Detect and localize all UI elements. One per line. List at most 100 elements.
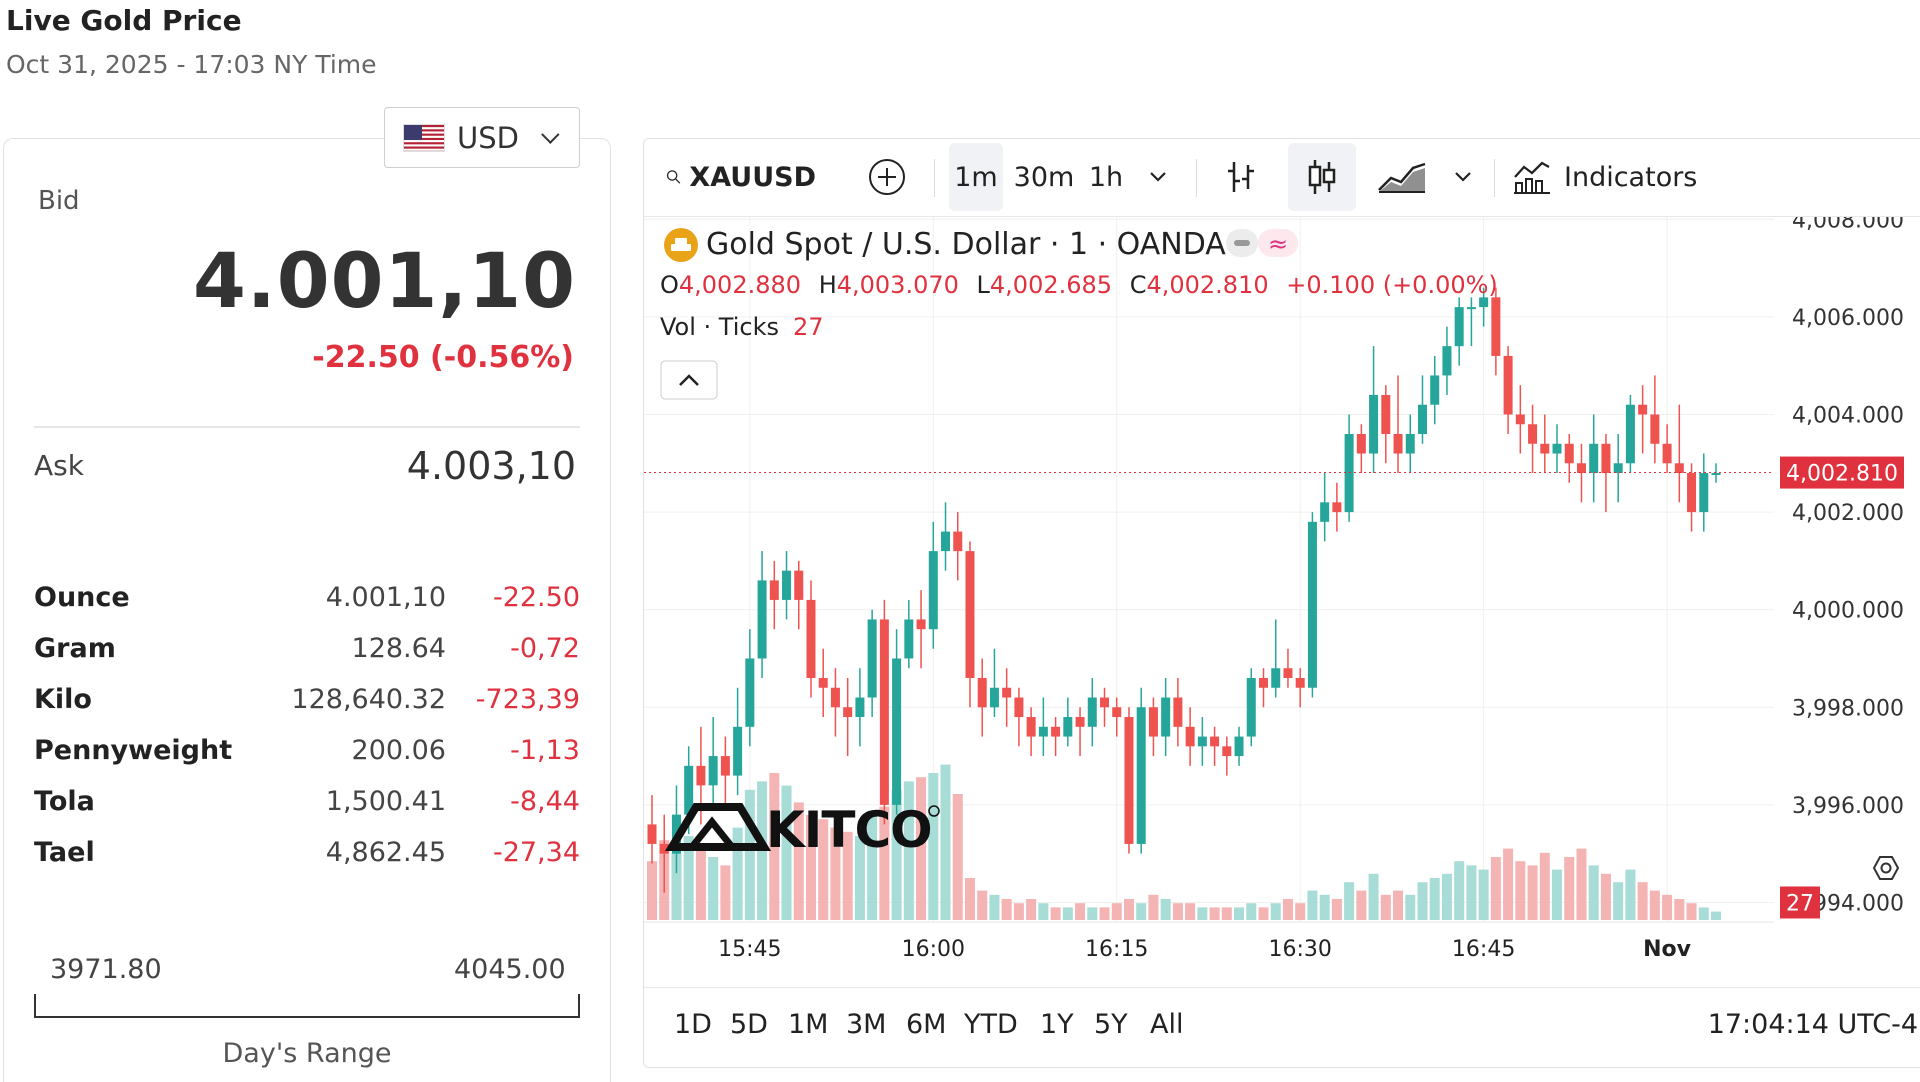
candle bbox=[1332, 502, 1342, 513]
area-chart-type-button[interactable] bbox=[1372, 143, 1432, 211]
candle bbox=[904, 619, 914, 659]
interval-dropdown[interactable] bbox=[1138, 143, 1178, 211]
unit-change: -0,72 bbox=[510, 633, 580, 664]
symbol-search[interactable]: XAUUSD bbox=[666, 143, 816, 211]
candle bbox=[1051, 726, 1061, 737]
candle bbox=[1087, 697, 1097, 727]
range-1d[interactable]: 1D bbox=[674, 1009, 712, 1040]
volume-bar bbox=[928, 773, 939, 920]
range-ytd[interactable]: YTD bbox=[964, 1009, 1018, 1040]
volume-bar bbox=[1625, 869, 1636, 920]
candle bbox=[1674, 463, 1684, 474]
range-1m[interactable]: 1M bbox=[788, 1009, 829, 1040]
range-3m[interactable]: 3M bbox=[846, 1009, 887, 1040]
y-axis-bg bbox=[1776, 217, 1920, 942]
chevron-up-icon bbox=[679, 374, 699, 386]
volume-bar bbox=[977, 890, 988, 920]
volume-bar bbox=[1209, 907, 1220, 920]
x-tick-label: 15:45 bbox=[718, 937, 781, 962]
interval-1h[interactable]: 1h bbox=[1088, 161, 1124, 193]
volume-bar bbox=[1564, 857, 1575, 920]
x-tick-label: Nov bbox=[1643, 937, 1692, 962]
candle bbox=[1100, 697, 1110, 708]
o-value: 4,002.880 bbox=[679, 271, 801, 299]
interval-30m[interactable]: 30m bbox=[1013, 161, 1075, 193]
volume-bar bbox=[732, 827, 743, 920]
volume-bar bbox=[830, 827, 841, 920]
l-label: L bbox=[977, 271, 991, 299]
unit-row: Gram 128.64 -0,72 bbox=[34, 623, 580, 674]
volume-bar bbox=[1172, 903, 1183, 920]
candle bbox=[1564, 443, 1574, 464]
candle bbox=[1638, 404, 1648, 415]
volume-bar bbox=[1686, 903, 1697, 920]
candle bbox=[1442, 346, 1452, 376]
divider bbox=[34, 426, 580, 428]
volume-bar bbox=[1087, 907, 1098, 920]
candle bbox=[782, 570, 792, 600]
volume-bar bbox=[671, 852, 682, 920]
candle bbox=[1222, 746, 1232, 757]
volume-bar bbox=[769, 773, 780, 920]
unit-name: Tael bbox=[34, 837, 95, 868]
volume-bar bbox=[1123, 899, 1134, 920]
indicators-button[interactable]: Indicators bbox=[1512, 143, 1712, 211]
chart-type-dropdown[interactable] bbox=[1446, 143, 1480, 211]
volume-bar bbox=[1013, 903, 1024, 920]
volume-bar bbox=[1393, 890, 1404, 920]
x-tick-label: 16:00 bbox=[902, 937, 965, 962]
volume-bar bbox=[879, 806, 890, 920]
volume-readout: Vol · Ticks 27 bbox=[660, 313, 824, 341]
candle-chart-type-button[interactable] bbox=[1288, 143, 1356, 211]
unit-row: Tael 4,862.45 -27,34 bbox=[34, 827, 580, 878]
range-5d[interactable]: 5D bbox=[730, 1009, 768, 1040]
day-range-bar bbox=[34, 994, 580, 1018]
unit-value: 4.001,10 bbox=[325, 582, 446, 613]
candle bbox=[1540, 443, 1550, 454]
candle bbox=[1613, 463, 1623, 474]
unit-change: -8,44 bbox=[510, 786, 580, 817]
range-5y[interactable]: 5Y bbox=[1094, 1009, 1128, 1040]
candle bbox=[1283, 668, 1293, 678]
candle bbox=[1515, 414, 1525, 425]
volume-bar bbox=[1539, 852, 1550, 920]
candle bbox=[1136, 707, 1146, 844]
candle bbox=[818, 678, 828, 688]
bar-chart-type-button[interactable] bbox=[1214, 143, 1268, 211]
candle bbox=[1320, 502, 1330, 522]
area-chart-icon bbox=[1378, 162, 1426, 193]
unit-change: -22.50 bbox=[492, 582, 580, 613]
candle bbox=[1271, 668, 1281, 688]
candle bbox=[1063, 717, 1073, 737]
volume-bar bbox=[1234, 907, 1245, 920]
unit-value: 128,640.32 bbox=[291, 684, 446, 715]
volume-bar bbox=[695, 844, 706, 920]
chevron-down-icon bbox=[1150, 172, 1166, 182]
chart-settings-button[interactable] bbox=[1872, 856, 1900, 880]
volume-bar bbox=[708, 857, 719, 920]
interval-1m[interactable]: 1m bbox=[949, 143, 1003, 211]
volume-bar bbox=[854, 836, 865, 920]
chart-panel: XAUUSD 1m 30m 1h Indicators bbox=[643, 138, 1920, 1068]
candle bbox=[1173, 697, 1183, 727]
price-chart[interactable]: 4,008.000 4,006.000 4,004.000 4,002.000 4,00… bbox=[644, 217, 1920, 987]
candle bbox=[1711, 473, 1721, 476]
chevron-down-icon bbox=[541, 125, 560, 144]
candle bbox=[941, 531, 951, 552]
candle bbox=[843, 707, 853, 718]
range-6m[interactable]: 6M bbox=[906, 1009, 947, 1040]
candle bbox=[1601, 443, 1611, 474]
volume-bar bbox=[989, 894, 1000, 920]
currency-label: USD bbox=[457, 120, 519, 155]
candle bbox=[1295, 678, 1305, 688]
unit-name: Gram bbox=[34, 633, 116, 664]
compare-add-button[interactable] bbox=[862, 143, 912, 211]
vol-label: Vol · Ticks bbox=[660, 313, 779, 341]
unit-name: Kilo bbox=[34, 684, 92, 715]
volume-bar bbox=[1637, 882, 1648, 920]
volume-bar bbox=[793, 802, 804, 920]
range-all[interactable]: All bbox=[1150, 1009, 1184, 1040]
collapse-legend-button[interactable] bbox=[660, 360, 718, 400]
range-1y[interactable]: 1Y bbox=[1040, 1009, 1074, 1040]
currency-select[interactable]: USD bbox=[384, 107, 580, 168]
